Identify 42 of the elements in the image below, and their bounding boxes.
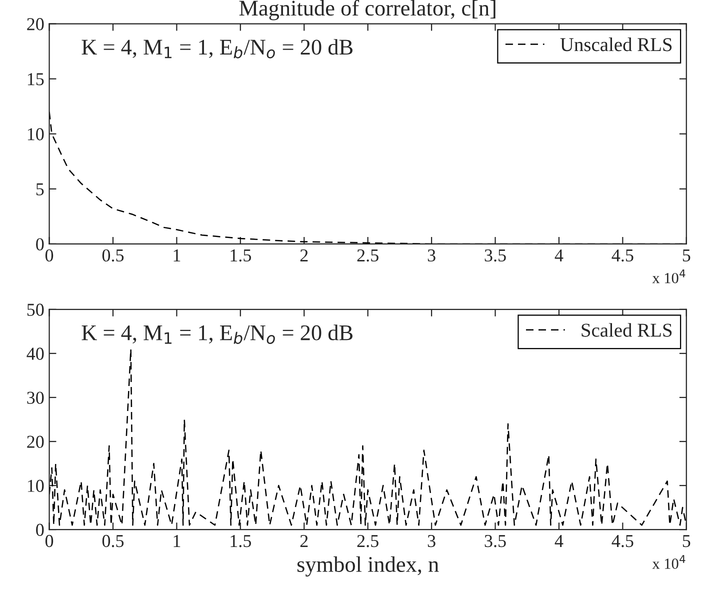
y-tick-label: 20 <box>27 436 44 448</box>
y-tick-label: 10 <box>28 128 44 140</box>
x-tick-label: 2 <box>300 249 308 262</box>
x-tick-label: 3.5 <box>484 534 506 548</box>
y-tick-label: 5 <box>36 183 44 196</box>
x-tick-label: 3 <box>428 249 436 262</box>
x-tick-label: 4.5 <box>612 535 634 548</box>
x-tick-label: 0.5 <box>102 249 124 262</box>
y-tick-label: 20 <box>27 18 44 30</box>
x-tick-label: 2.5 <box>357 249 378 262</box>
y-tick-label: 0 <box>36 238 44 250</box>
x-tick-label: 5 <box>682 250 690 262</box>
x-tick-label: 4 <box>554 249 564 262</box>
x-tick-label: 3 <box>428 534 436 548</box>
x-tick-label: 2 <box>300 534 308 547</box>
x-tick-label: 4.5 <box>612 249 634 262</box>
x-tick-label: 5 <box>682 535 690 548</box>
legend-label: Unscaled RLS <box>560 38 672 52</box>
x-tick-label: 2.5 <box>357 534 378 548</box>
y-tick-label: 40 <box>26 348 44 360</box>
line-series <box>49 348 686 526</box>
x-tick-label: 0.5 <box>102 534 124 548</box>
y-tick-label: 15 <box>28 73 44 86</box>
x-tick-label: 1.5 <box>230 249 251 262</box>
text: x 10$^{4}$ <box>652 555 686 569</box>
y-tick-label: 10 <box>28 480 44 492</box>
x-tick-label: 1 <box>174 535 180 547</box>
y-tick-label: 30 <box>27 392 44 404</box>
x-tick-label: 0 <box>45 249 54 262</box>
text: x 10$^{4}$ <box>652 269 686 284</box>
x-tick-label: 1 <box>174 249 180 262</box>
y-tick-label: 0 <box>36 524 44 536</box>
chart-title: Magnitude of correlator, c[n] <box>239 0 496 20</box>
x-tick-label: 1.5 <box>230 535 251 548</box>
y-tick-label: 50 <box>27 304 44 316</box>
legend-label: Scaled RLS <box>582 323 672 337</box>
x-tick-label: 3.5 <box>484 249 506 262</box>
x-axis-title: symbol index, n <box>297 556 439 577</box>
x-tick-label: 0 <box>45 534 54 548</box>
annotation: K = 4, M$_{1}$ = 1, E$_{b}$/N$_{o}$ = 20 dB <box>82 39 352 58</box>
annotation: K = 4, M$_{1}$ = 1, E$_{b}$/N$_{o}$ = 20 dB <box>82 324 352 344</box>
x-tick-label: 4 <box>554 535 564 547</box>
